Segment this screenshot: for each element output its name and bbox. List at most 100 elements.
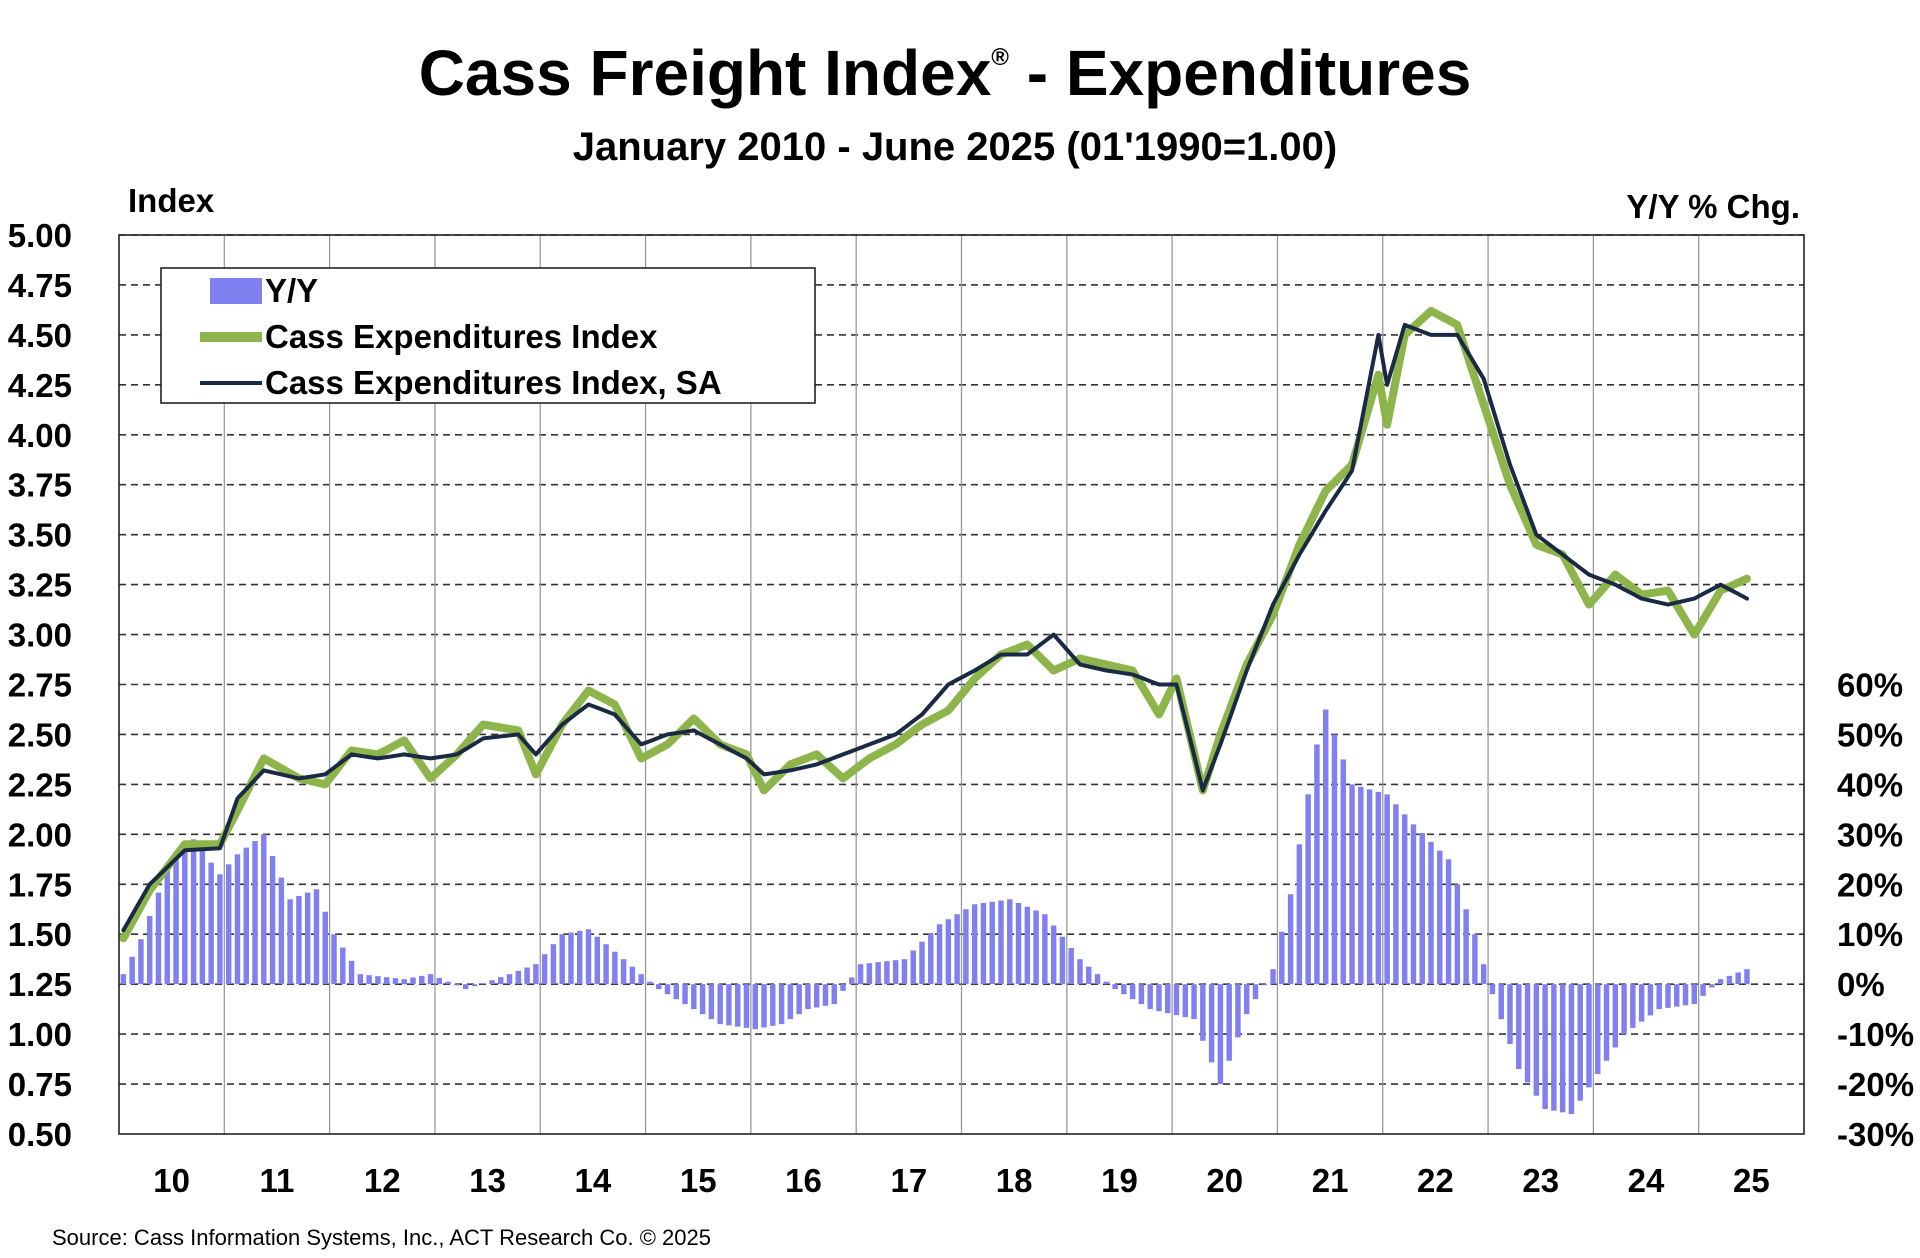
year-label: 23 — [1522, 1162, 1559, 1199]
yy-bar — [594, 936, 601, 985]
yy-bar — [1682, 984, 1689, 1006]
yy-bar — [1077, 959, 1083, 985]
yy-bar — [849, 977, 855, 985]
yy-bar — [313, 889, 320, 985]
yy-bar — [805, 984, 811, 1010]
left-tick-label: 0.75 — [8, 1066, 72, 1103]
yy-bar — [1314, 744, 1320, 985]
yy-bar — [796, 984, 802, 1015]
year-label: 14 — [575, 1162, 612, 1199]
yy-bar — [752, 984, 758, 1030]
yy-bar — [278, 877, 285, 985]
yy-bar — [1656, 984, 1662, 1010]
yy-bar — [515, 970, 522, 985]
yy-bar — [989, 901, 995, 985]
yy-bar — [471, 984, 478, 987]
yy-bar — [1463, 909, 1469, 985]
yy-bar — [884, 961, 890, 985]
yy-bar — [550, 944, 557, 985]
yy-bar — [603, 944, 609, 985]
left-tick-label: 1.25 — [8, 966, 72, 1003]
yy-bar — [1393, 804, 1399, 985]
left-tick-label: 5.00 — [8, 217, 72, 254]
left-tick-label: 4.75 — [8, 267, 72, 304]
yy-bar — [498, 977, 504, 985]
yy-bar — [480, 983, 486, 985]
yy-bar — [875, 962, 881, 985]
yy-bar — [787, 984, 794, 1020]
year-label: 21 — [1312, 1162, 1349, 1199]
yy-bar — [252, 840, 258, 985]
left-tick-label: 3.00 — [8, 617, 72, 654]
yy-bar — [199, 850, 206, 985]
legend-label: Y/Y — [265, 272, 318, 309]
yy-bar — [1244, 984, 1250, 1015]
yy-bar — [348, 960, 355, 985]
left-tick-label: 0.50 — [8, 1116, 72, 1153]
yy-bar — [1568, 984, 1575, 1115]
yy-bar — [743, 984, 750, 1028]
yy-bar — [296, 895, 302, 985]
right-tick-label: 50% — [1837, 716, 1903, 753]
yy-bar — [1498, 984, 1504, 1020]
yy-bar — [410, 977, 416, 985]
yy-bar — [901, 959, 908, 985]
year-label: 17 — [890, 1162, 927, 1199]
yy-bar — [366, 975, 372, 985]
yy-bar — [682, 984, 688, 1005]
left-tick-label: 2.75 — [8, 667, 72, 704]
yy-bar — [427, 974, 434, 985]
yy-bar — [436, 977, 443, 985]
yy-bar — [1086, 966, 1092, 985]
yy-bar — [1322, 709, 1329, 985]
yy-bar — [1349, 784, 1355, 985]
yy-bar — [243, 847, 249, 985]
year-label: 16 — [785, 1162, 822, 1199]
left-tick-label: 1.75 — [8, 866, 72, 903]
yy-bar — [1454, 884, 1461, 985]
yy-bar — [866, 963, 873, 985]
yy-bar — [822, 984, 829, 1006]
right-tick-label: -30% — [1837, 1116, 1914, 1153]
legend-swatch-yy — [210, 278, 262, 304]
yy-bar — [577, 930, 583, 985]
yy-bar — [1208, 984, 1215, 1063]
yy-bar — [647, 981, 653, 985]
yy-bar — [1489, 984, 1496, 995]
yy-bar — [1182, 984, 1189, 1018]
left-tick-label: 2.25 — [8, 766, 72, 803]
yy-bar — [1173, 984, 1180, 1016]
yy-bar — [1156, 984, 1162, 1012]
yy-bar — [506, 974, 513, 985]
yy-bar — [462, 984, 469, 990]
right-tick-label: 0% — [1837, 966, 1885, 1003]
left-axis-label: Index — [128, 182, 215, 219]
yy-bar — [1270, 969, 1276, 985]
chart-title: Cass Freight Index® - Expenditures — [419, 37, 1472, 109]
right-tick-label: 10% — [1837, 916, 1903, 953]
yy-bar — [392, 978, 399, 985]
yy-bar — [1103, 981, 1110, 985]
yy-bar — [1674, 984, 1680, 1007]
year-label: 10 — [153, 1162, 190, 1199]
index-lines — [119, 306, 1751, 943]
yy-bar — [1226, 984, 1232, 1061]
yy-bar — [1586, 984, 1592, 1088]
yy-bar — [138, 939, 144, 985]
yy-bar — [155, 892, 162, 985]
yy-bar — [1516, 984, 1522, 1070]
yy-bar — [1630, 984, 1636, 1028]
right-tick-label: 60% — [1837, 667, 1903, 704]
yy-bar — [1603, 984, 1610, 1061]
left-tick-label: 3.25 — [8, 567, 72, 604]
yy-bar — [664, 984, 671, 995]
title-registered-mark: ® — [991, 44, 1009, 71]
yy-bar — [568, 932, 574, 985]
yy-bar — [1252, 984, 1259, 1000]
yy-bar — [1507, 984, 1513, 1045]
yy-bar — [1533, 984, 1540, 1096]
year-label: 25 — [1733, 1162, 1770, 1199]
yy-bar — [225, 864, 232, 985]
yy-bar — [770, 984, 776, 1026]
yy-bar — [1147, 984, 1153, 1010]
